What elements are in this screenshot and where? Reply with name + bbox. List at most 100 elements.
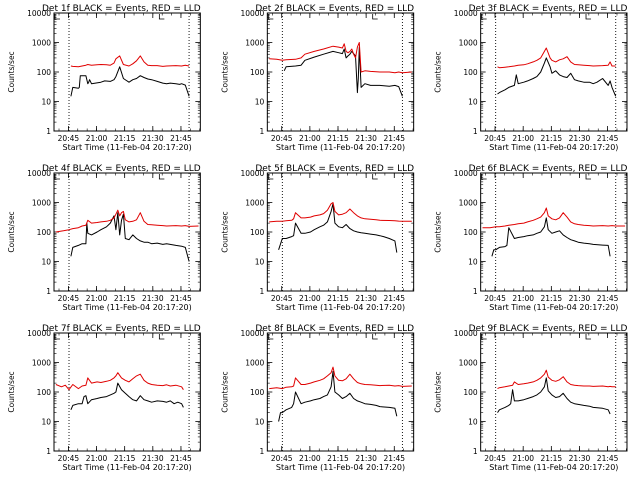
y-tick-label: 10000 xyxy=(27,9,51,18)
y-axis-label: Counts/sec xyxy=(7,211,16,252)
x-tick-label: 21:00 xyxy=(299,454,321,463)
x-tick-label: 21:30 xyxy=(142,454,164,463)
y-tick-label: 10 xyxy=(255,258,265,267)
y-tick-label: 1 xyxy=(260,127,265,136)
x-tick-label: 21:30 xyxy=(355,294,377,303)
y-tick-label: 1 xyxy=(46,447,51,456)
chart-panel-4: Det 4f BLACK = Events, RED = LLD 1 10 100 10… xyxy=(7,164,201,312)
series-line-events xyxy=(70,66,190,97)
corner-marker-right xyxy=(372,334,378,340)
y-tick-label: 100 xyxy=(37,388,52,397)
x-tick-label: 21:00 xyxy=(299,134,321,143)
plot-frame xyxy=(53,332,201,452)
x-tick-label: 20:45 xyxy=(58,134,80,143)
plot-frame xyxy=(266,172,415,292)
x-tick-label: 21:15 xyxy=(541,294,563,303)
x-tick-label: 21:45 xyxy=(170,134,192,143)
chart-title: Det 8f BLACK = Events, RED = LLD xyxy=(255,324,414,334)
x-tick-label: 21:45 xyxy=(383,134,405,143)
series-line-lld xyxy=(497,47,616,69)
chart-panel-6: Det 6f BLACK = Events, RED = LLD 1 10 100 10… xyxy=(434,164,628,312)
x-tick-label: 20:45 xyxy=(271,294,293,303)
series-line-lld xyxy=(70,55,190,68)
y-axis-label: Counts/sec xyxy=(220,211,229,252)
chart-panel-5: Det 5f BLACK = Events, RED = LLD 1 10 100 10… xyxy=(220,164,415,312)
y-tick-label: 100 xyxy=(463,68,478,77)
plot-frame xyxy=(53,12,201,132)
y-tick-label: 100 xyxy=(37,228,52,237)
x-axis-label: Start Time (11-Feb-04 20:17:20) xyxy=(276,303,405,312)
x-tick-label: 21:45 xyxy=(170,454,192,463)
y-tick-label: 10000 xyxy=(27,329,51,338)
x-tick-label: 21:00 xyxy=(299,294,321,303)
y-tick-label: 10 xyxy=(468,418,478,427)
y-tick-label: 10 xyxy=(41,418,51,427)
x-axis-label: Start Time (11-Feb-04 20:17:20) xyxy=(63,303,192,312)
x-tick-label: 21:00 xyxy=(86,454,108,463)
x-tick-label: 21:15 xyxy=(327,134,349,143)
x-axis-label: Start Time (11-Feb-04 20:17:20) xyxy=(489,303,618,312)
y-tick-label: 1000 xyxy=(32,39,51,48)
series-line-events xyxy=(491,217,611,257)
y-tick-label: 1000 xyxy=(459,39,478,48)
chart-panel-9: Det 9f BLACK = Events, RED = LLD 1 10 100 10… xyxy=(434,324,628,472)
corner-marker-right xyxy=(585,334,592,340)
y-axis-label: Counts/sec xyxy=(434,51,443,92)
x-tick-label: 21:45 xyxy=(170,294,192,303)
x-tick-label: 20:45 xyxy=(58,294,80,303)
x-tick-label: 21:30 xyxy=(355,134,377,143)
y-tick-label: 10000 xyxy=(240,329,264,338)
corner-marker-right xyxy=(158,14,165,20)
corner-marker-right xyxy=(585,174,592,180)
x-axis-label: Start Time (11-Feb-04 20:17:20) xyxy=(489,143,618,152)
x-tick-label: 20:45 xyxy=(484,134,506,143)
x-tick-label: 21:15 xyxy=(541,134,563,143)
y-tick-label: 10 xyxy=(41,258,51,267)
y-tick-label: 10000 xyxy=(454,169,478,178)
x-axis-label: Start Time (11-Feb-04 20:17:20) xyxy=(489,463,618,472)
x-tick-label: 21:45 xyxy=(597,454,619,463)
x-tick-label: 21:30 xyxy=(355,454,377,463)
series-line-events xyxy=(497,377,611,415)
x-tick-label: 21:15 xyxy=(114,134,136,143)
x-tick-label: 20:45 xyxy=(271,134,293,143)
series-line-lld xyxy=(269,366,412,390)
chart-panel-7: Det 7f BLACK = Events, RED = LLD 1 10 100 10… xyxy=(7,324,201,472)
y-tick-label: 10000 xyxy=(454,9,478,18)
y-tick-label: 10 xyxy=(468,258,478,267)
y-tick-label: 100 xyxy=(463,228,478,237)
x-tick-label: 20:45 xyxy=(58,454,80,463)
y-axis-label: Counts/sec xyxy=(220,371,229,412)
x-tick-label: 21:45 xyxy=(383,294,405,303)
plot-frame xyxy=(480,172,628,292)
y-tick-label: 1 xyxy=(473,287,478,296)
y-tick-label: 1 xyxy=(473,447,478,456)
y-tick-label: 1000 xyxy=(32,359,51,368)
plot-frame xyxy=(266,332,415,452)
x-tick-label: 21:00 xyxy=(86,294,108,303)
plot-frame xyxy=(53,172,201,292)
chart-title: Det 4f BLACK = Events, RED = LLD xyxy=(42,164,201,174)
series-line-lld xyxy=(55,372,184,391)
chart-title: Det 9f BLACK = Events, RED = LLD xyxy=(469,324,628,334)
x-axis-label: Start Time (11-Feb-04 20:17:20) xyxy=(276,463,405,472)
x-axis-label: Start Time (11-Feb-04 20:17:20) xyxy=(276,143,405,152)
chart-title: Det 3f BLACK = Events, RED = LLD xyxy=(469,4,628,14)
x-tick-label: 21:45 xyxy=(597,294,619,303)
y-tick-label: 1000 xyxy=(459,359,478,368)
y-tick-label: 1 xyxy=(473,127,478,136)
y-tick-label: 10 xyxy=(255,98,265,107)
series-line-events xyxy=(278,370,398,422)
x-tick-label: 21:15 xyxy=(327,454,349,463)
corner-marker-right xyxy=(158,334,165,340)
x-tick-label: 20:45 xyxy=(484,454,506,463)
y-tick-label: 1 xyxy=(46,127,51,136)
chart-title: Det 1f BLACK = Events, RED = LLD xyxy=(42,4,201,14)
chart-title: Det 5f BLACK = Events, RED = LLD xyxy=(255,164,414,174)
series-line-events xyxy=(497,57,617,97)
y-tick-label: 1000 xyxy=(459,199,478,208)
series-line-lld xyxy=(55,209,199,233)
y-tick-label: 1 xyxy=(46,287,51,296)
x-tick-label: 21:30 xyxy=(142,134,164,143)
